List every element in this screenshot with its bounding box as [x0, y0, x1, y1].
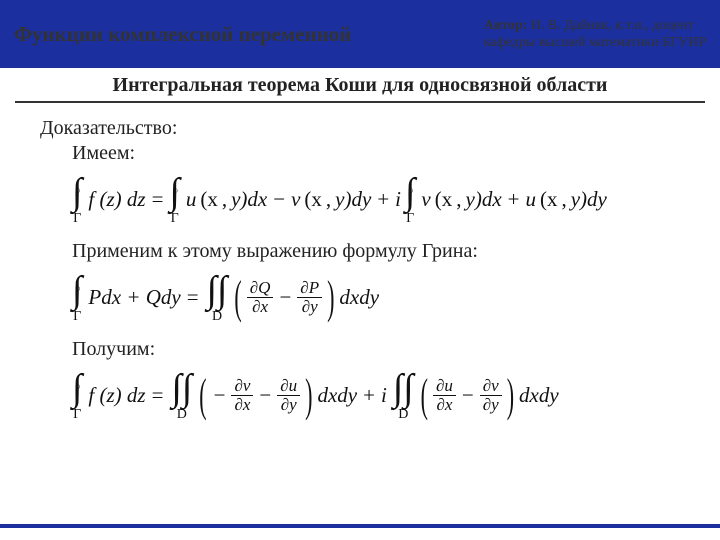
formula-1: ∫○ Γ f (z) dz = ∫○ Γ u(x, y)dx − v(x, y)… [40, 173, 690, 226]
double-integral-icon: ∫∫ D [171, 369, 192, 422]
contour-integral-icon: ∫○ Γ [72, 173, 82, 226]
contour-integral-icon: ∫○ Γ [405, 173, 415, 226]
obtain-label: Получим: [40, 338, 690, 361]
contour-integral-icon: ∫○ Γ [72, 369, 82, 422]
author-line-1: И. В. Дайняк, к.т.н., доцент [527, 18, 693, 33]
apply-green-label: Применим к этому выражению формулу Грина… [40, 240, 690, 263]
course-title: Функции комплексной переменной [14, 22, 484, 47]
formula-2: ∫○ Γ Pdx + Qdy = ∫∫ D ( ∂Q ∂x − ∂P ∂y ) … [40, 271, 690, 324]
contour-integral-icon: ∫○ Γ [72, 271, 82, 324]
formula-3: ∫○ Γ f (z) dz = ∫∫ D ( − ∂v∂x − ∂u∂y ) d… [40, 369, 690, 422]
slide-title: Интегральная теорема Коши для односвязно… [0, 74, 720, 97]
footer-rule [0, 524, 720, 528]
fraction: ∂P ∂y [297, 279, 322, 316]
author-line-2: кафедры высшей математики БГУИР [484, 34, 706, 52]
header-bar: Функции комплексной переменной Автор: И.… [0, 0, 720, 68]
proof-label: Доказательство: [40, 117, 690, 140]
have-label: Имеем: [40, 142, 690, 165]
slide-content: Доказательство: Имеем: ∫○ Γ f (z) dz = ∫… [0, 103, 720, 422]
fraction: ∂Q ∂x [247, 279, 274, 316]
contour-integral-icon: ∫○ Γ [169, 173, 179, 226]
double-integral-icon: ∫∫ D [207, 271, 228, 324]
author-label: Автор: [484, 18, 527, 33]
double-integral-icon: ∫∫ D [393, 369, 414, 422]
author-block: Автор: И. В. Дайняк, к.т.н., доцент кафе… [484, 17, 706, 52]
